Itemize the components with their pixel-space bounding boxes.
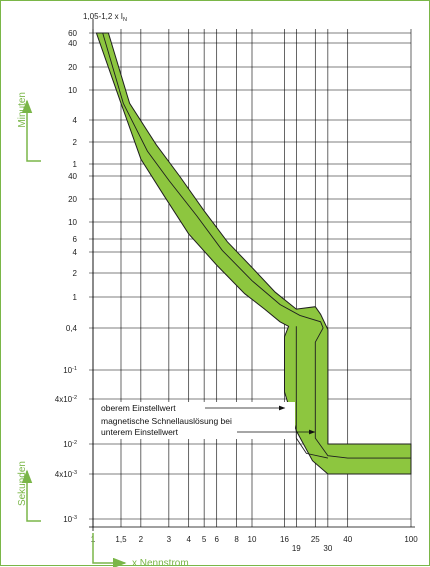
x-axis-arrow [92, 533, 127, 567]
x-tick-label: 10 [248, 535, 257, 544]
y-tick-label: 20 [68, 195, 77, 204]
y-tick-label: 20 [68, 63, 77, 72]
y-tick-label: 4x10-2 [55, 395, 77, 404]
y-tick-label: 60 [68, 29, 77, 38]
x-tick-label: 16 [280, 535, 289, 544]
y-tick-label: 1 [73, 160, 78, 169]
x-tick-label: 25 [311, 535, 320, 544]
y-tick-label: 2 [73, 138, 78, 147]
tripping-band [95, 32, 412, 475]
x-tick-label: 1,5 [115, 535, 127, 544]
x-tick-label: 100 [404, 535, 418, 544]
annotation-text: oberem Einstellwert [101, 403, 176, 413]
x-tick-label: 4 [187, 535, 192, 544]
y-tick-label: 10-3 [63, 515, 77, 524]
y-tick-label: 6 [73, 235, 78, 244]
y-tick-label: 10 [68, 218, 77, 227]
y-tick-label: 10 [68, 86, 77, 95]
x-tick-label: 3 [167, 535, 172, 544]
x-axis-legend: x Nennstrom [92, 533, 189, 567]
y-tick-label: 4 [73, 248, 78, 257]
annotation-text: unterem Einstellwert [101, 427, 179, 437]
y-tick-label: 0,4 [66, 324, 78, 333]
ylabel-minuten: Minuten [17, 92, 28, 128]
band-mid-curve [102, 32, 411, 459]
sekunden-arrow [21, 469, 41, 522]
y-tick-label: 1 [73, 293, 78, 302]
x-tick-label: 6 [214, 535, 219, 544]
x-tick-label: 2 [139, 535, 144, 544]
x-tick-label: 5 [202, 535, 207, 544]
band-mid-curve-low-branch [295, 326, 328, 459]
y-tick-label: 10-2 [63, 440, 77, 449]
minuten-arrow [21, 99, 41, 162]
xlabel: x Nennstrom [132, 558, 189, 567]
annotation-text: magnetische Schnellauslösung bei [101, 416, 232, 426]
y-axis-legend: Minuten Sekunden [17, 92, 41, 522]
y-tick-label: 4 [73, 116, 78, 125]
x-tick-label: 30 [323, 544, 332, 553]
x-tick-label: 8 [234, 535, 239, 544]
y-tick-label: 40 [68, 39, 77, 48]
x-tick-label: 19 [292, 544, 301, 553]
x-tick-label: 40 [343, 535, 352, 544]
tripping-band-area [95, 32, 412, 475]
y-tick-label: 2 [73, 269, 78, 278]
annotations: oberem Einstellwert magnetische Schnellau… [97, 402, 316, 439]
y-tick-label: 10-1 [63, 366, 77, 375]
ylabel-sekunden: Sekunden [17, 461, 28, 506]
y-tick-label: 40 [68, 172, 77, 181]
y-tick-label: 4x10-3 [55, 470, 77, 479]
top-current-label: 1,05-1,2 x IN [83, 12, 127, 23]
